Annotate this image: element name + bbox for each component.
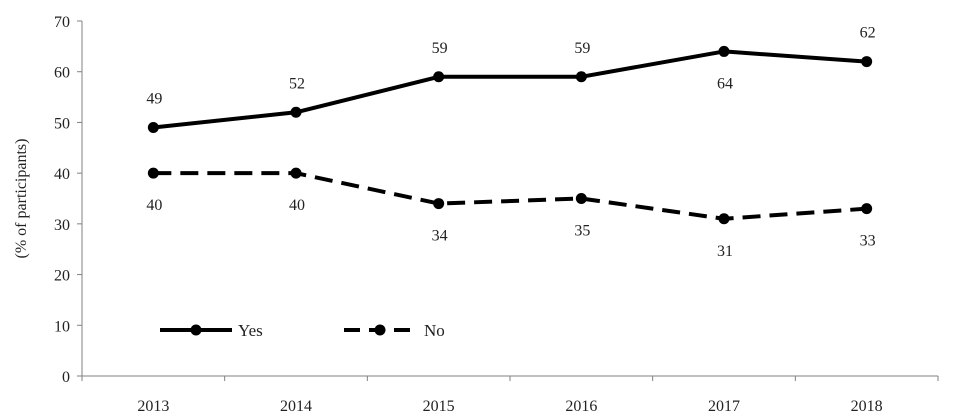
data-label-no: 35 — [574, 223, 590, 240]
y-tick-label: 0 — [62, 369, 70, 386]
data-label-yes: 59 — [432, 40, 448, 57]
y-tick-label: 50 — [54, 115, 70, 132]
data-point-yes — [290, 106, 302, 118]
data-label-yes: 49 — [146, 91, 162, 108]
data-point-no — [290, 167, 302, 179]
data-point-yes — [575, 71, 587, 83]
data-point-yes — [147, 122, 159, 133]
data-label-yes: 59 — [574, 40, 590, 57]
data-label-no: 40 — [146, 197, 162, 214]
y-tick-label: 20 — [54, 268, 70, 285]
legend-marker-yes — [190, 324, 202, 336]
data-label-yes: 62 — [860, 25, 876, 42]
x-tick-label: 2015 — [423, 398, 455, 415]
data-label-yes: 64 — [717, 75, 733, 92]
series-line-yes — [153, 49, 867, 130]
data-label-no: 31 — [717, 243, 733, 260]
legend-marker-no — [374, 324, 386, 336]
y-tick-label: 60 — [54, 65, 70, 82]
y-tick-label: 30 — [54, 217, 70, 234]
tick-labels: 0 10 20 30 40 50 60 70 2013 2014 2015 2016 2017 2018 — [54, 14, 883, 415]
data-label-no: 40 — [289, 197, 305, 214]
data-labels: 49 52 59 59 64 62 40 40 34 35 31 33 — [146, 25, 875, 260]
legend: Yes No — [160, 321, 445, 340]
series-group — [147, 45, 873, 225]
y-tick-label: 10 — [54, 318, 70, 335]
data-point-yes — [718, 45, 730, 57]
data-label-no: 34 — [432, 228, 448, 245]
y-tick-label: 40 — [54, 166, 70, 183]
data-point-no — [718, 213, 730, 225]
data-label-no: 33 — [860, 233, 876, 250]
legend-label-yes: Yes — [238, 321, 263, 340]
y-axis-title: (% of participants) — [13, 139, 30, 259]
data-point-yes — [433, 71, 445, 83]
y-tick-label: 70 — [54, 14, 70, 31]
data-point-yes — [861, 56, 873, 68]
x-tick-label: 2017 — [708, 398, 740, 415]
x-tick-label: 2013 — [137, 398, 169, 415]
series-line-no — [153, 171, 867, 221]
data-point-no — [575, 193, 587, 204]
x-tick-label: 2016 — [565, 398, 597, 415]
axes — [77, 20, 939, 381]
legend-label-no: No — [424, 321, 445, 340]
data-point-no — [147, 167, 159, 179]
data-label-yes: 52 — [289, 75, 305, 92]
data-point-no — [433, 198, 445, 210]
data-point-no — [861, 203, 873, 215]
x-tick-label: 2018 — [851, 398, 883, 415]
x-tick-label: 2014 — [280, 398, 312, 415]
